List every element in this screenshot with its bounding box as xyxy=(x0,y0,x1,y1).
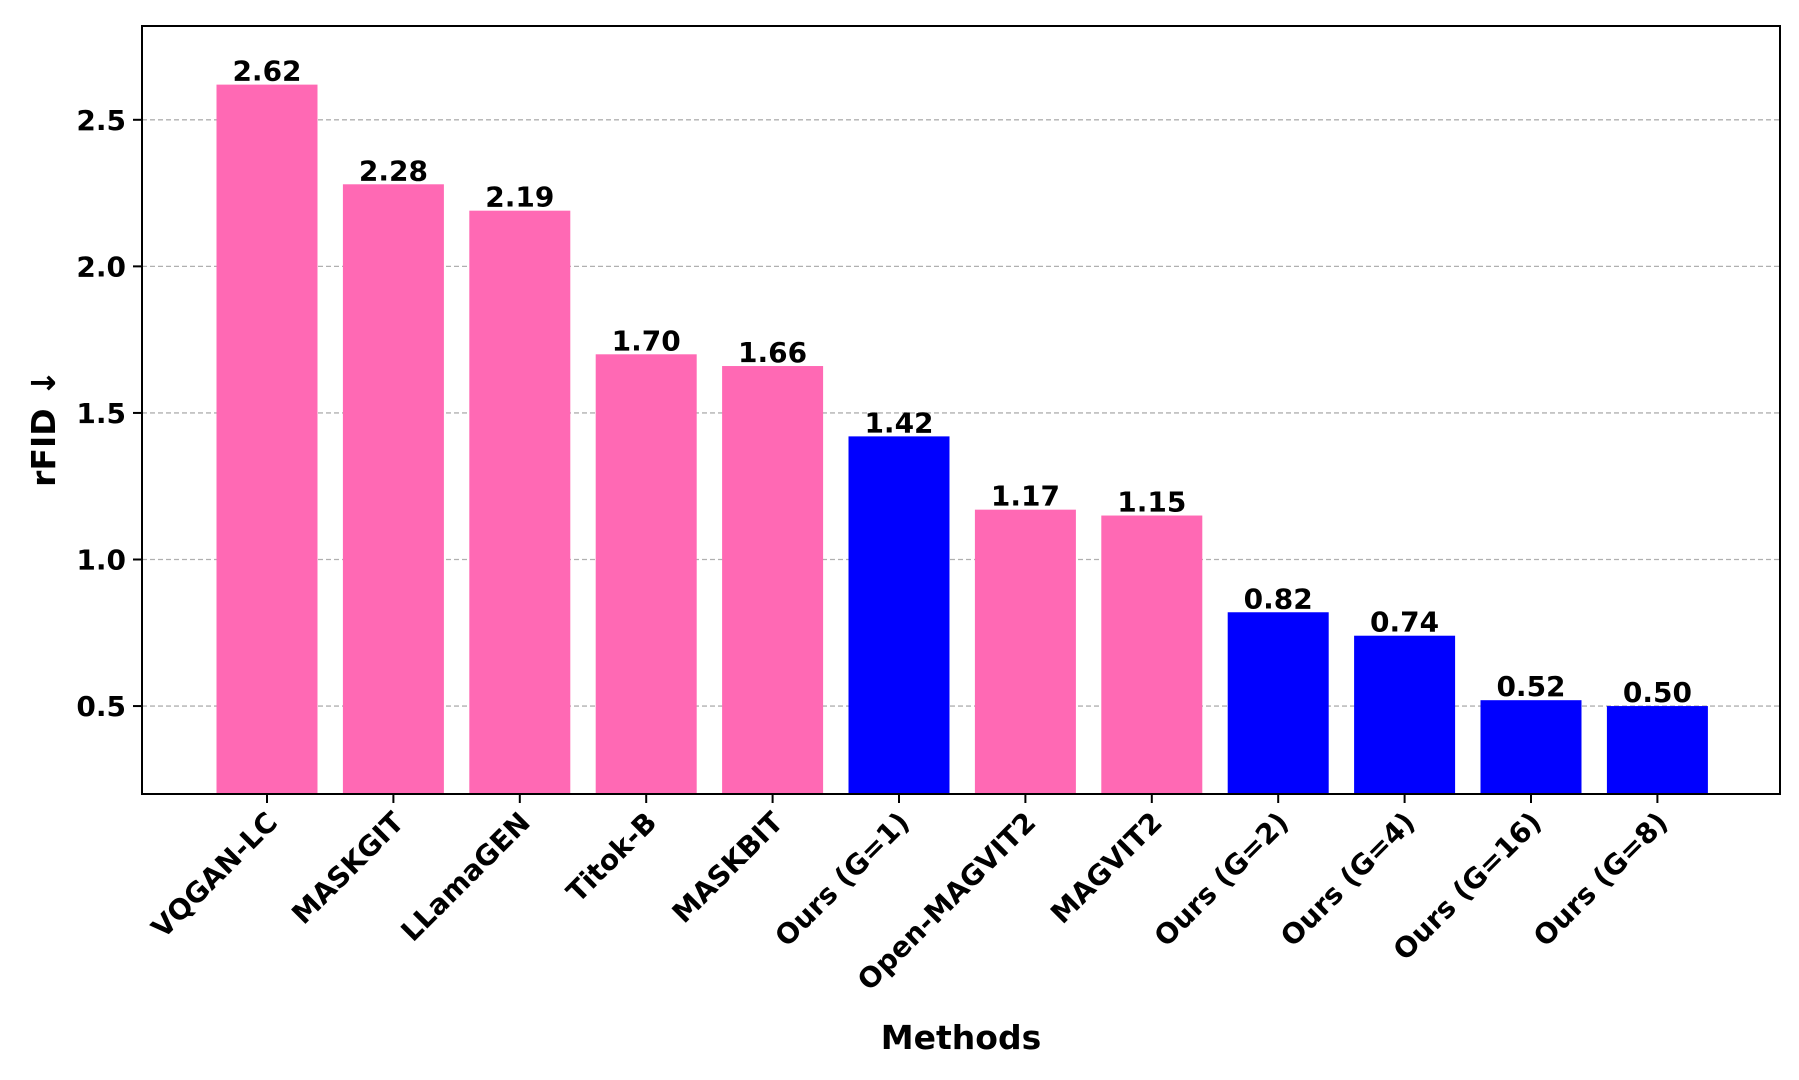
bar-maskgit xyxy=(342,184,444,795)
y-axis-label: rFID ↓ xyxy=(24,369,63,487)
y-tick-label: 2.0 xyxy=(76,250,126,283)
bar-vqgan-lc xyxy=(216,84,318,794)
x-tick-label: Ours (G=2) xyxy=(1148,806,1295,953)
x-tick-label: VQGAN-LC xyxy=(145,806,284,945)
y-axis-ticks: 0.5 1.0 1.5 2.0 2.5 xyxy=(76,104,142,723)
y-tick-label: 2.5 xyxy=(76,104,126,137)
bar-ours-g-16 xyxy=(1480,700,1582,794)
bar-ours-g-1 xyxy=(848,436,950,794)
bar-value-label: 0.52 xyxy=(1496,670,1565,703)
bar-ours-g-8 xyxy=(1606,706,1708,794)
bar-value-label: 1.70 xyxy=(612,324,681,357)
bar-value-label: 2.28 xyxy=(359,154,428,187)
y-tick-label: 1.0 xyxy=(76,543,126,576)
x-tick-label: Ours (G=8) xyxy=(1527,806,1674,953)
x-tick-label: MASKBIT xyxy=(666,806,790,930)
x-tick-label: MAGVIT2 xyxy=(1044,806,1169,931)
bar-value-label: 2.62 xyxy=(232,55,301,88)
x-tick-label: LLamaGEN xyxy=(394,806,536,948)
bar-ours-g-2 xyxy=(1227,612,1329,794)
value-labels: 2.62 2.28 2.19 1.70 1.66 1.42 1.17 1.15 0.82 0.74… xyxy=(232,55,1691,709)
bar-ours-g-4 xyxy=(1354,635,1456,794)
x-axis-label: Methods xyxy=(881,1018,1041,1057)
bars xyxy=(216,84,1708,795)
bar-value-label: 1.42 xyxy=(864,406,933,439)
x-tick-label: MASKGIT xyxy=(285,806,410,931)
bar-value-label: 2.19 xyxy=(485,181,554,214)
y-tick-label: 0.5 xyxy=(76,690,126,723)
bar-magvit2 xyxy=(1101,515,1203,794)
bar-titok-b xyxy=(595,354,697,794)
bar-llamagen xyxy=(469,210,571,794)
bar-open-magvit2 xyxy=(974,509,1076,794)
x-tick-label: Titok-B xyxy=(560,806,663,909)
bar-value-label: 1.15 xyxy=(1117,486,1186,519)
plot-frame xyxy=(141,25,1781,795)
bar-value-label: 1.17 xyxy=(991,480,1060,513)
bar-value-label: 1.66 xyxy=(738,336,807,369)
y-tick-label: 1.5 xyxy=(76,397,126,430)
bar-value-label: 0.74 xyxy=(1370,606,1439,639)
bar-value-label: 0.82 xyxy=(1244,582,1313,615)
bar-value-label: 0.50 xyxy=(1623,676,1692,709)
bar-maskbit xyxy=(722,366,824,794)
